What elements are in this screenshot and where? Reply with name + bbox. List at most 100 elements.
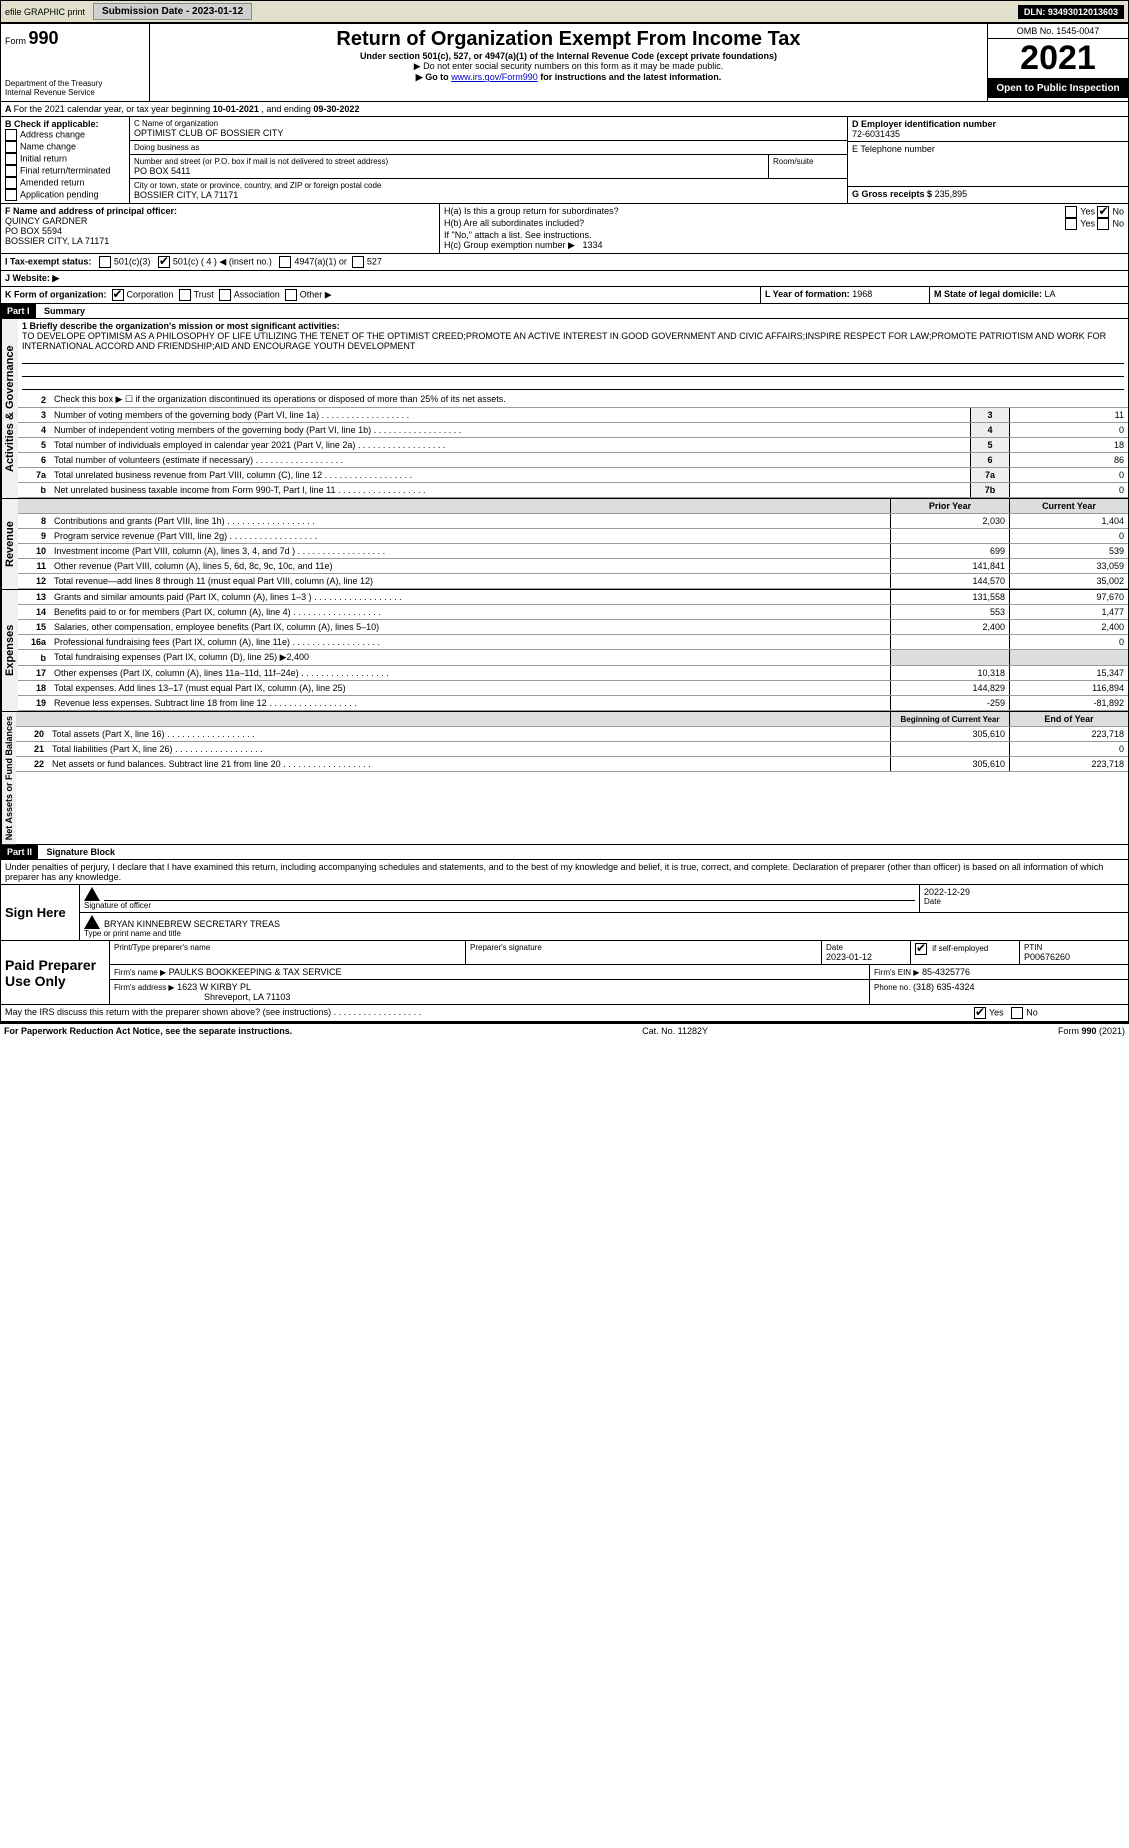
ein: 72-6031435	[852, 129, 1124, 139]
prior-12: 144,570	[891, 574, 1010, 589]
boxes-deg: D Employer identification number 72-6031…	[848, 117, 1128, 203]
checkbox-527[interactable]	[352, 256, 364, 268]
checkbox-application-pending[interactable]	[5, 189, 17, 201]
checkbox-self-employed[interactable]	[915, 943, 927, 955]
checkbox-discuss-no[interactable]	[1011, 1007, 1023, 1019]
boxes-fh: F Name and address of principal officer:…	[0, 204, 1129, 254]
header-left: Form 990 Department of the Treasury Inte…	[1, 24, 150, 101]
header-mid: Return of Organization Exempt From Incom…	[150, 24, 987, 101]
val-3: 11	[1010, 408, 1129, 423]
note-goto: ▶ Go to www.irs.gov/Form990 for instruct…	[154, 72, 983, 83]
checkbox-trust[interactable]	[179, 289, 191, 301]
officer-addr1: PO BOX 5594	[5, 226, 435, 236]
curr-8: 1,404	[1010, 514, 1129, 529]
omb-number: OMB No. 1545-0047	[988, 24, 1128, 39]
firm-addr2: Shreveport, LA 71103	[204, 992, 290, 1002]
efile-label: efile GRAPHIC print	[5, 7, 85, 17]
group-exemption: 1334	[583, 240, 603, 250]
box-b: B Check if applicable: Address change Na…	[1, 117, 130, 203]
prior-10: 699	[891, 544, 1010, 559]
officer-name: QUINCY GARDNER	[5, 216, 435, 226]
ptin: P00676260	[1024, 952, 1124, 962]
curr-13: 97,670	[1010, 590, 1129, 605]
box-c: C Name of organization OPTIMIST CLUB OF …	[130, 117, 848, 203]
firm-addr1: 1623 W KIRBY PL	[177, 982, 251, 992]
val-5: 18	[1010, 438, 1129, 453]
prior-15: 2,400	[891, 620, 1010, 635]
boy-22: 305,610	[891, 757, 1010, 772]
paid-preparer-label: Paid Preparer Use Only	[1, 941, 110, 1004]
part-i: Part I Summary Activities & Governance 1…	[0, 304, 1129, 845]
cat-number: Cat. No. 11282Y	[642, 1026, 708, 1036]
prior-16a	[891, 635, 1010, 650]
box-h: H(a) Is this a group return for subordin…	[440, 204, 1128, 253]
part-ii: Part II Signature Block Under penalties …	[0, 845, 1129, 1005]
val-6: 86	[1010, 453, 1129, 468]
irs-link[interactable]: www.irs.gov/Form990	[451, 72, 538, 82]
checkbox-assoc[interactable]	[219, 289, 231, 301]
checkbox-4947a1[interactable]	[279, 256, 291, 268]
open-public-badge: Open to Public Inspection	[988, 79, 1128, 98]
firm-name: PAULKS BOOKKEEPING & TAX SERVICE	[169, 967, 342, 977]
sig-date: 2022-12-29	[924, 887, 1124, 897]
boy-20: 305,610	[891, 727, 1010, 742]
signature-arrow-icon	[84, 915, 100, 929]
return-subtitle: Under section 501(c), 527, or 4947(a)(1)…	[154, 51, 983, 61]
tax-year: 2021	[988, 39, 1128, 79]
prior-17: 10,318	[891, 666, 1010, 681]
box-f: F Name and address of principal officer:…	[1, 204, 440, 253]
form-header: Form 990 Department of the Treasury Inte…	[0, 23, 1129, 102]
box-i: I Tax-exempt status: 501(c)(3) 501(c) ( …	[0, 254, 1129, 271]
state-domicile: LA	[1045, 289, 1056, 299]
section-revenue: Revenue	[1, 499, 18, 589]
prior-9	[891, 529, 1010, 544]
sign-here-label: Sign Here	[1, 885, 80, 940]
val-4: 0	[1010, 423, 1129, 438]
section-netassets: Net Assets or Fund Balances	[1, 712, 16, 844]
page-footer: For Paperwork Reduction Act Notice, see …	[0, 1024, 1129, 1038]
prior-14: 553	[891, 605, 1010, 620]
checkbox-other[interactable]	[285, 289, 297, 301]
governance-table: 2Check this box ▶ ☐ if the organization …	[18, 392, 1128, 498]
val-7a: 0	[1010, 468, 1129, 483]
boy-21	[891, 742, 1010, 757]
checkbox-ha-yes[interactable]	[1065, 206, 1077, 218]
checkbox-501c[interactable]	[158, 256, 170, 268]
header-right: OMB No. 1545-0047 2021 Open to Public In…	[987, 24, 1128, 101]
form-footer: Form 990 (2021)	[1058, 1026, 1125, 1036]
checkbox-final-return[interactable]	[5, 165, 17, 177]
eoy-20: 223,718	[1010, 727, 1129, 742]
officer-addr2: BOSSIER CITY, LA 71171	[5, 236, 435, 246]
efile-topbar: efile GRAPHIC print Submission Date - 20…	[0, 0, 1129, 23]
curr-10: 539	[1010, 544, 1129, 559]
part-i-header: Part I	[1, 304, 36, 318]
curr-9: 0	[1010, 529, 1129, 544]
street-address: PO BOX 5411	[134, 166, 764, 176]
box-j: J Website: ▶	[0, 271, 1129, 287]
checkbox-discuss-yes[interactable]	[974, 1007, 986, 1019]
checkbox-hb-yes[interactable]	[1065, 218, 1077, 230]
period-end: 09-30-2022	[313, 104, 359, 114]
prior-18: 144,829	[891, 681, 1010, 696]
checkbox-amended-return[interactable]	[5, 177, 17, 189]
expenses-table: 13Grants and similar amounts paid (Part …	[18, 590, 1128, 711]
curr-18: 116,894	[1010, 681, 1129, 696]
checkbox-address-change[interactable]	[5, 129, 17, 141]
period-begin: 10-01-2021	[213, 104, 259, 114]
checkbox-initial-return[interactable]	[5, 153, 17, 165]
dept-label: Department of the Treasury	[5, 79, 145, 88]
prep-date: 2023-01-12	[826, 952, 906, 962]
return-title: Return of Organization Exempt From Incom…	[154, 28, 983, 51]
revenue-table: Prior YearCurrent Year 8Contributions an…	[18, 499, 1128, 589]
checkbox-name-change[interactable]	[5, 141, 17, 153]
submission-date-button[interactable]: Submission Date - 2023-01-12	[93, 3, 252, 20]
may-irs-discuss: May the IRS discuss this return with the…	[0, 1005, 1129, 1022]
checkbox-corp[interactable]	[112, 289, 124, 301]
curr-12: 35,002	[1010, 574, 1129, 589]
eoy-21: 0	[1010, 742, 1129, 757]
checkbox-ha-no[interactable]	[1097, 206, 1109, 218]
checkbox-501c3[interactable]	[99, 256, 111, 268]
val-7b: 0	[1010, 483, 1129, 498]
curr-19: -81,892	[1010, 696, 1129, 711]
checkbox-hb-no[interactable]	[1097, 218, 1109, 230]
